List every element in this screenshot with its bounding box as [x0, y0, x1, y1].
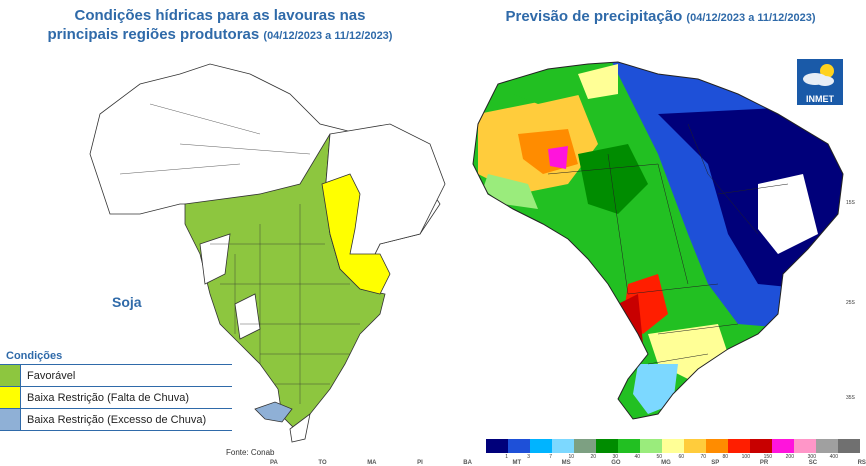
- legend-item-rain-excess: Baixa Restrição (Excesso de Chuva): [0, 409, 232, 431]
- state-label: MS: [561, 460, 571, 466]
- colorbar-segment: [662, 439, 684, 453]
- inmet-logo-text: INMET: [806, 94, 834, 104]
- colorbar-tick-label: 3: [527, 454, 530, 460]
- colorbar-segment: [640, 439, 662, 453]
- state-label: TO: [318, 460, 327, 466]
- state-label: PA: [270, 460, 278, 466]
- colorbar-ticks: 1 3 7 10 20 30 40 50 60 70 80 100 150 200 300 400: [486, 454, 838, 462]
- precipitation-period: (04/12/2023 a 11/12/2023): [686, 12, 816, 24]
- rain-excess-area: [254, 401, 293, 423]
- colorbar-segment: [728, 439, 750, 453]
- colorbar-tick-label: 1: [505, 454, 508, 460]
- state-label: PR: [759, 460, 769, 466]
- colorbar-tick-label: 7: [549, 454, 552, 460]
- colorbar-tick-label: 200: [785, 454, 794, 460]
- legend-item-rain-deficit: Baixa Restrição (Falta de Chuva): [0, 387, 232, 409]
- precipitation-title: Previsão de precipitação (04/12/2023 a 1…: [505, 8, 816, 25]
- south-white-area: [289, 413, 311, 443]
- legend-label-rain-excess: Baixa Restrição (Excesso de Chuva): [27, 413, 207, 426]
- legend-title: Condições: [0, 348, 232, 365]
- crop-label: Soja: [112, 294, 142, 310]
- state-labels: PA TO MA PI BA MT MS GO MG SP PR SC RS: [270, 460, 866, 466]
- colorbar-tick-label: 50: [656, 454, 662, 460]
- colorbar-segment: [838, 439, 860, 453]
- colorbar-tick-label: 60: [678, 454, 684, 460]
- state-label: SC: [808, 460, 818, 466]
- lat-tick-25s: 25S: [846, 300, 855, 306]
- colorbar-tick-label: 70: [700, 454, 706, 460]
- legend-swatch-rain-deficit: [0, 387, 21, 408]
- colorbar-segment: [508, 439, 530, 453]
- rain-deficit-area: [321, 173, 391, 295]
- colorbar-segment: [530, 439, 552, 453]
- conditions-title-line2: principais regiões produtoras (04/12/202…: [47, 26, 393, 43]
- colorbar-segment: [750, 439, 772, 453]
- lat-tick-15s: 15S: [846, 200, 855, 206]
- colorbar-segment: [596, 439, 618, 453]
- legend-swatch-rain-excess: [0, 409, 21, 430]
- conditions-legend: Condições Favorável Baixa Restrição (Fal…: [0, 348, 232, 431]
- colorbar-tick-label: 30: [612, 454, 618, 460]
- white-gap: [199, 233, 231, 285]
- state-label: MT: [512, 460, 522, 466]
- sun-cloud-icon: [803, 64, 834, 86]
- state-label: MG: [661, 460, 671, 466]
- colorbar-tick-label: 40: [634, 454, 640, 460]
- precipitation-colorbar: [486, 439, 860, 453]
- state-label: GO: [611, 460, 621, 466]
- conditions-period: (04/12/2023 a 11/12/2023): [263, 30, 393, 42]
- colorbar-tick-label: 300: [807, 454, 816, 460]
- state-label: MA: [367, 460, 377, 466]
- colorbar-segment: [772, 439, 794, 453]
- lat-tick-35s: 35S: [846, 395, 855, 401]
- soja-conditions-map: [89, 63, 446, 443]
- state-label: RS: [857, 460, 866, 466]
- colorbar-segment: [794, 439, 816, 453]
- colorbar-segment: [618, 439, 640, 453]
- source-note: Fonte: Conab: [226, 448, 275, 457]
- colorbar-segment: [816, 439, 838, 453]
- inmet-logo: INMET: [796, 58, 844, 106]
- legend-label-rain-deficit: Baixa Restrição (Falta de Chuva): [27, 391, 190, 404]
- legend-label-favorable: Favorável: [27, 369, 76, 382]
- colorbar-tick-label: 400: [829, 454, 838, 460]
- colorbar-tick-label: 10: [568, 454, 574, 460]
- colorbar-tick-label: 100: [741, 454, 750, 460]
- colorbar-segment: [552, 439, 574, 453]
- legend-item-favorable: Favorável: [0, 365, 232, 387]
- conditions-title: Condições hídricas para as lavouras nas …: [0, 6, 440, 46]
- colorbar-segment: [706, 439, 728, 453]
- colorbar-tick-label: 20: [590, 454, 596, 460]
- colorbar-tick-label: 150: [763, 454, 772, 460]
- colorbar-segment: [574, 439, 596, 453]
- state-label: SP: [711, 460, 720, 466]
- conditions-title-line1: Condições hídricas para as lavouras nas: [74, 7, 366, 24]
- colorbar-tick-label: 80: [722, 454, 728, 460]
- legend-swatch-favorable: [0, 365, 21, 386]
- colorbar-segment: [486, 439, 508, 453]
- state-label: BA: [463, 460, 472, 466]
- precipitation-forecast-map: [472, 61, 844, 420]
- state-label: PI: [417, 460, 423, 466]
- colorbar-segment: [684, 439, 706, 453]
